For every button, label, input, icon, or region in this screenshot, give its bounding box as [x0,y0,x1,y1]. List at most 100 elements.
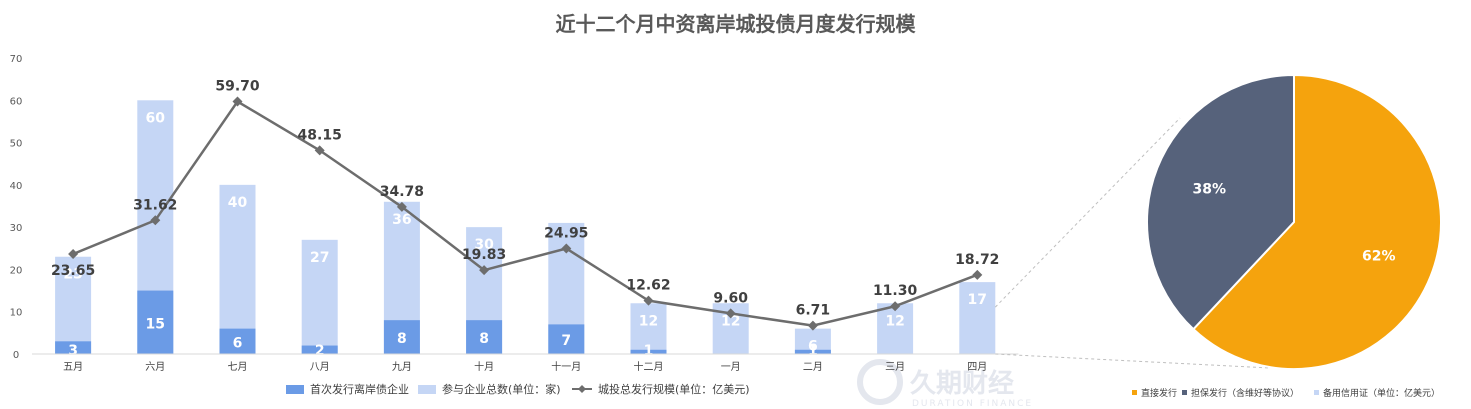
bar-total-label: 12 [885,313,904,329]
y-tick-label: 20 [10,265,23,276]
line-value-label: 24.95 [544,225,588,241]
line-path [72,99,978,327]
line-value-label: 12.62 [626,278,670,294]
x-tick-label: 十一月 [551,360,581,373]
y-tick-label: 50 [10,139,23,150]
bar-total [959,282,996,354]
y-tick-label: 60 [10,96,23,107]
y-tick-label: 10 [10,308,23,319]
x-tick-label: 八月 [310,361,330,373]
y-tick-label: 0 [13,350,19,361]
legend-label-first: 首次发行离岸债企业 [310,382,409,396]
bar-first-issuer [466,320,503,354]
bar-total-label: 23 [63,267,82,283]
bar-total-label: 6 [808,339,818,355]
line-marker [890,301,901,312]
pie-connector-bottom [995,353,1271,369]
line-value-label: 11.30 [873,283,918,299]
x-tick-label: 一月 [721,361,741,373]
bar-total-label: 30 [474,237,494,253]
line-value-label: 59.70 [215,79,260,95]
y-tick-label: 70 [10,54,23,65]
x-axis: 五月 六月 七月 八月 九月 十月 十一月 十二月 一月 二月 三月 四月 [32,353,1019,373]
line-series: 23.65 31.62 59.70 48.15 34.78 19.83 24.95 12.62… [51,79,999,331]
x-tick-label: 二月 [803,361,823,373]
bar-first-issuer-label: 3 [68,343,78,359]
line-marker [725,308,736,319]
bar-first-issuer [548,324,585,354]
x-tick-label: 十二月 [634,360,664,373]
bar-total-label: 17 [968,292,987,308]
pie-slice-label: 62% [1362,249,1396,265]
bar-first-issuer-label: 7 [561,333,571,349]
legend-label-total: 参与企业总数(单位：家) [442,382,561,396]
bar-first-issuer-label: 1 [808,343,818,359]
pie-legend-swatch [1132,390,1137,395]
bar-first-issuer [383,320,420,354]
line-marker [561,243,572,254]
bar-legend: 首次发行离岸债企业 参与企业总数(单位：家) 城投总发行规模(单位：亿美元) [286,382,750,396]
bar-total-label: 27 [310,250,329,266]
x-tick-label: 十月 [474,360,494,373]
pie-legend: 直接发行 担保发行（含维好等协议） 备用信用证（单位：亿美元） [1132,387,1440,399]
x-tick-label: 七月 [228,361,248,373]
watermark-text: 久期财经 [910,368,1014,399]
x-tick-label: 四月 [967,361,987,373]
line-marker [314,145,325,156]
bar-first-issuer-label: 15 [146,316,165,332]
bar-first-issuer [301,345,338,354]
bar-first-issuer [137,290,174,354]
pie-legend-label: 直接发行 [1141,387,1177,399]
bar-first-issuer-label: 6 [233,335,243,351]
bar-first-issuer-label: 2 [315,343,325,359]
line-value-label: 6.71 [796,303,831,319]
bar-first-issuer [794,349,831,354]
bars: 23 60 40 27 36 30 12 12 6 12 17 3 15 6 2 8 8 7 1 1 [55,100,996,359]
bar-first-issuer [55,341,92,354]
bar-total [55,256,92,354]
y-tick-label: 30 [10,223,23,234]
line-marker [643,295,654,306]
bar-total [877,303,914,354]
bar-first-issuer-label: 1 [644,343,654,359]
legend-line-marker [578,385,586,393]
pie-legend-label: 担保发行（含维好等协议） [1191,387,1299,399]
bar-first-issuer-label: 8 [397,331,407,347]
legend-swatch-total [418,385,436,394]
pie-slice [1145,73,1295,331]
bar-first-issuer [219,328,256,354]
legend-swatch-first [286,385,304,394]
x-tick-label: 六月 [145,361,165,373]
x-tick-label: 五月 [63,361,83,373]
pie-legend-swatch [1182,390,1187,395]
bar-first-issuer-label: 8 [479,331,489,347]
line-value-label: 18.72 [955,252,999,268]
y-tick-label: 40 [10,181,23,192]
line-marker [150,215,161,226]
bar-total [301,239,338,354]
x-tick-label: 三月 [885,361,905,373]
pie-slice-label: 38% [1193,181,1227,197]
line-marker [807,320,818,331]
line-value-label: 9.60 [713,290,748,306]
line-value-label: 48.15 [298,127,342,143]
bar-total-label: 40 [228,195,248,211]
x-tick-label: 九月 [392,361,412,373]
line-value-label: 31.62 [133,197,177,213]
line-marker [972,269,983,280]
watermark-subtext: DURATION FINANCE [912,399,1033,409]
pie-chart: 62% 38% [994,73,1442,370]
line-value-label: 23.65 [51,263,95,279]
pie-connector-top [994,117,1181,308]
line-marker [232,96,243,107]
line-value-label: 34.78 [380,184,424,200]
line-marker [68,248,79,259]
bar-total-label: 12 [721,313,740,329]
bar-total-label: 60 [146,110,166,126]
legend-label-line: 城投总发行规模(单位：亿美元) [598,382,750,396]
watermark-logo [857,359,903,405]
pie-legend-label: 备用信用证（单位：亿美元） [1323,387,1440,399]
line-marker [479,265,490,276]
